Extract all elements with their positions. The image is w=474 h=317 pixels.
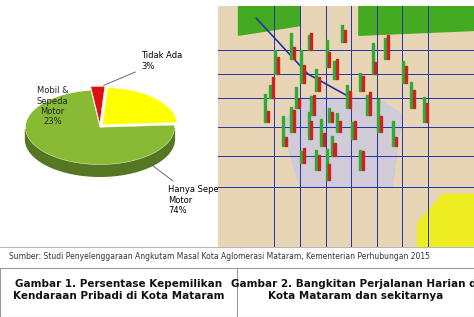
Bar xyxy=(423,97,425,122)
Bar xyxy=(326,149,328,180)
Polygon shape xyxy=(26,90,174,165)
Bar xyxy=(405,66,407,83)
Polygon shape xyxy=(102,87,177,125)
Bar xyxy=(359,151,361,170)
Bar xyxy=(310,95,312,115)
Bar xyxy=(313,95,315,115)
Bar xyxy=(354,121,356,139)
Bar xyxy=(328,108,330,122)
Bar xyxy=(315,150,318,170)
Bar xyxy=(369,93,371,115)
Bar xyxy=(285,138,287,146)
Bar xyxy=(349,91,351,107)
Bar xyxy=(326,40,328,67)
Bar xyxy=(331,136,333,156)
Polygon shape xyxy=(359,6,474,35)
Bar xyxy=(384,38,386,59)
Bar xyxy=(264,94,266,122)
Bar xyxy=(336,113,338,132)
Bar xyxy=(318,77,320,91)
Bar xyxy=(274,50,276,74)
Bar xyxy=(377,99,379,132)
Bar xyxy=(295,87,297,107)
Bar xyxy=(366,95,369,115)
Bar xyxy=(267,111,269,122)
Bar xyxy=(292,47,294,59)
Polygon shape xyxy=(282,98,402,187)
Polygon shape xyxy=(238,6,300,35)
Polygon shape xyxy=(418,194,474,247)
Bar xyxy=(290,107,292,132)
Bar xyxy=(292,110,294,132)
Bar xyxy=(336,59,338,79)
Polygon shape xyxy=(26,128,174,176)
Bar xyxy=(320,119,322,146)
Bar xyxy=(392,121,394,146)
Text: Gambar 1. Persentase Kepemilikan
Kendaraan Pribadi di Kota Mataram: Gambar 1. Persentase Kepemilikan Kendara… xyxy=(13,279,224,301)
Bar xyxy=(338,120,341,132)
Bar xyxy=(426,103,428,122)
Bar xyxy=(395,137,397,146)
Bar xyxy=(300,151,302,163)
Bar xyxy=(346,85,348,107)
Bar xyxy=(323,133,325,146)
Bar xyxy=(303,65,305,83)
Bar xyxy=(374,62,376,74)
Bar xyxy=(328,52,330,67)
Bar xyxy=(328,164,330,180)
Text: Gambar 2. Bangkitan Perjalanan Harian di
Kota Mataram dan sekitarnya: Gambar 2. Bangkitan Perjalanan Harian di… xyxy=(231,279,474,301)
Bar xyxy=(282,116,284,146)
Bar xyxy=(410,82,412,107)
Bar xyxy=(341,25,343,42)
Bar xyxy=(387,36,389,59)
Bar xyxy=(333,61,335,79)
Bar xyxy=(308,35,310,50)
Text: Tidak Ada
3%: Tidak Ada 3% xyxy=(103,51,182,86)
Text: Mobil &
Sepeda
Motor
23%: Mobil & Sepeda Motor 23% xyxy=(37,86,69,126)
Bar xyxy=(290,33,292,59)
Bar xyxy=(359,73,361,91)
Bar xyxy=(310,33,312,50)
Bar xyxy=(272,77,274,98)
Bar xyxy=(303,148,305,163)
Bar xyxy=(380,116,382,132)
Text: Hanya Sepeda
Motor
74%: Hanya Sepeda Motor 74% xyxy=(152,165,229,215)
Bar xyxy=(402,61,404,83)
Bar xyxy=(362,76,364,91)
Bar xyxy=(331,112,333,122)
Bar xyxy=(277,57,279,74)
Bar xyxy=(362,152,364,170)
Bar xyxy=(310,121,312,139)
Bar xyxy=(351,122,353,139)
Bar xyxy=(298,99,300,107)
Bar xyxy=(413,90,415,107)
Bar xyxy=(308,112,310,139)
Text: Sumber: Studi Penyelenggaraan Angkutam Masal Kota Aglomerasi Mataram, Kementeria: Sumber: Studi Penyelenggaraan Angkutam M… xyxy=(9,252,430,261)
Bar xyxy=(344,30,346,42)
Bar xyxy=(318,155,320,170)
Bar xyxy=(300,50,302,83)
Bar xyxy=(315,69,318,91)
Bar xyxy=(334,143,336,156)
Bar xyxy=(269,85,271,98)
Bar xyxy=(372,43,374,74)
Polygon shape xyxy=(91,86,105,124)
